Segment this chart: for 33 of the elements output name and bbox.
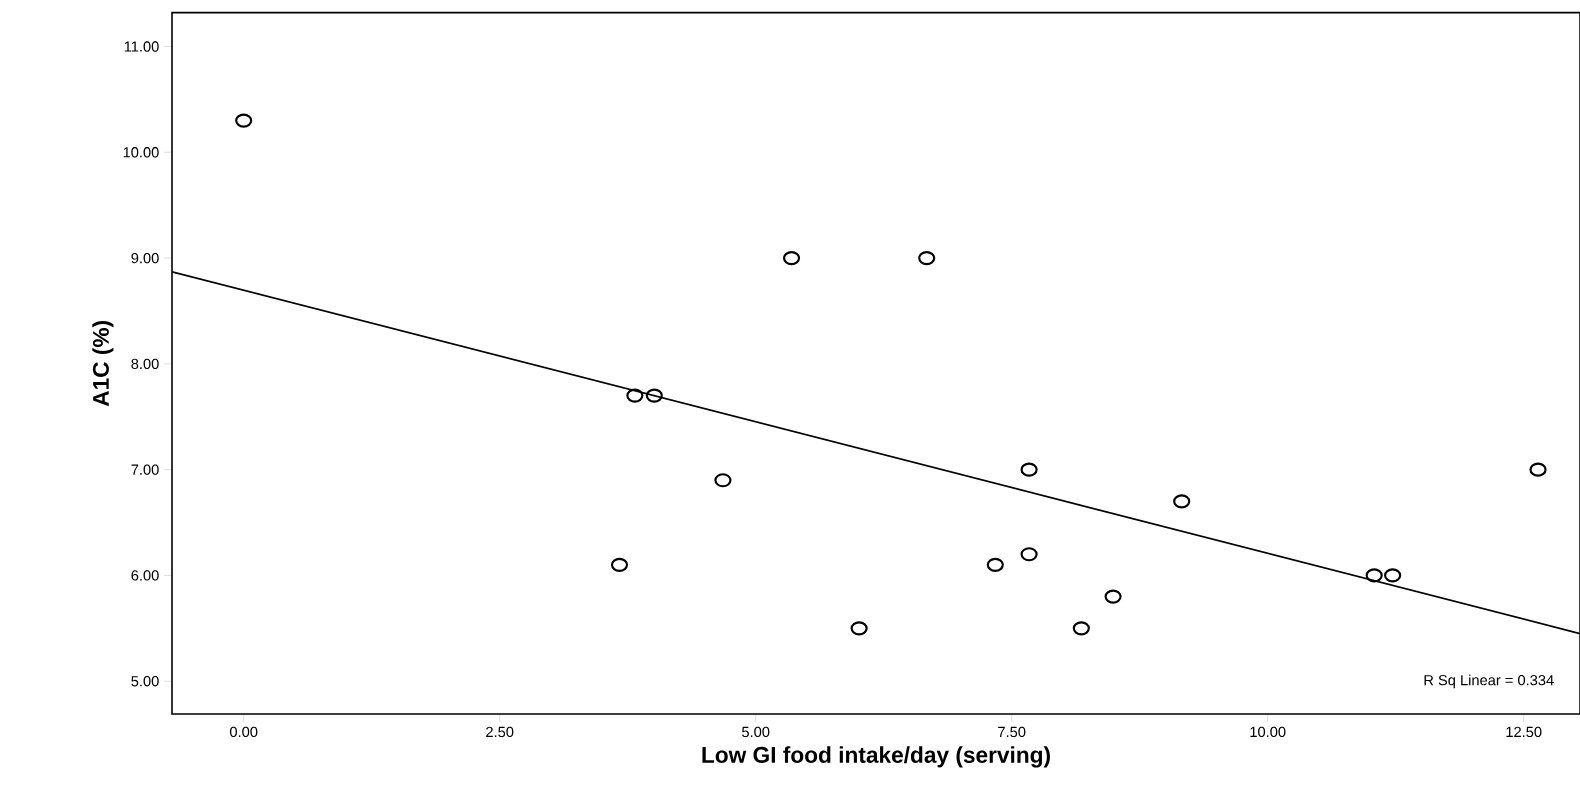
point <box>850 621 868 636</box>
point <box>1365 568 1383 583</box>
y-tick-label: 10.00 <box>123 147 159 158</box>
point <box>1072 621 1090 636</box>
point <box>626 388 644 403</box>
point <box>1529 462 1547 477</box>
x-tick-label: 12.50 <box>1506 726 1542 738</box>
y-tick-label: 5.00 <box>131 676 159 687</box>
y-axis-title: A1C (%) <box>92 321 114 407</box>
point <box>1173 494 1191 509</box>
point <box>986 557 1004 572</box>
annotation: R Sq Linear = 0.334 <box>1424 674 1554 689</box>
x-tick-label: 5.00 <box>742 726 770 738</box>
x-tick-label: 0.00 <box>229 726 258 738</box>
y-tick-label: 8.00 <box>131 358 159 370</box>
point <box>610 557 629 572</box>
point <box>1104 589 1122 604</box>
y-tick-label: 11.00 <box>124 41 159 52</box>
point <box>235 113 253 128</box>
point <box>1020 462 1038 477</box>
point <box>645 388 663 403</box>
y-tick-label: 9.00 <box>131 252 159 264</box>
x-tick-label: 7.50 <box>998 726 1026 738</box>
y-tick-label: 7.00 <box>131 464 159 475</box>
point <box>1020 547 1038 562</box>
y-tick-label: 6.00 <box>131 570 159 581</box>
x-axis-title: Low GI food intake/day (serving) <box>702 746 1050 768</box>
point <box>782 251 801 266</box>
point <box>1384 568 1402 583</box>
x-tick-label: 10.00 <box>1250 726 1286 738</box>
x-tick-label: 2.50 <box>486 726 514 738</box>
point <box>714 473 732 488</box>
point <box>918 251 936 266</box>
